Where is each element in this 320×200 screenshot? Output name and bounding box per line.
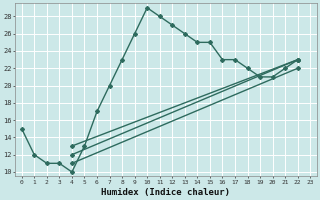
X-axis label: Humidex (Indice chaleur): Humidex (Indice chaleur)	[101, 188, 230, 197]
